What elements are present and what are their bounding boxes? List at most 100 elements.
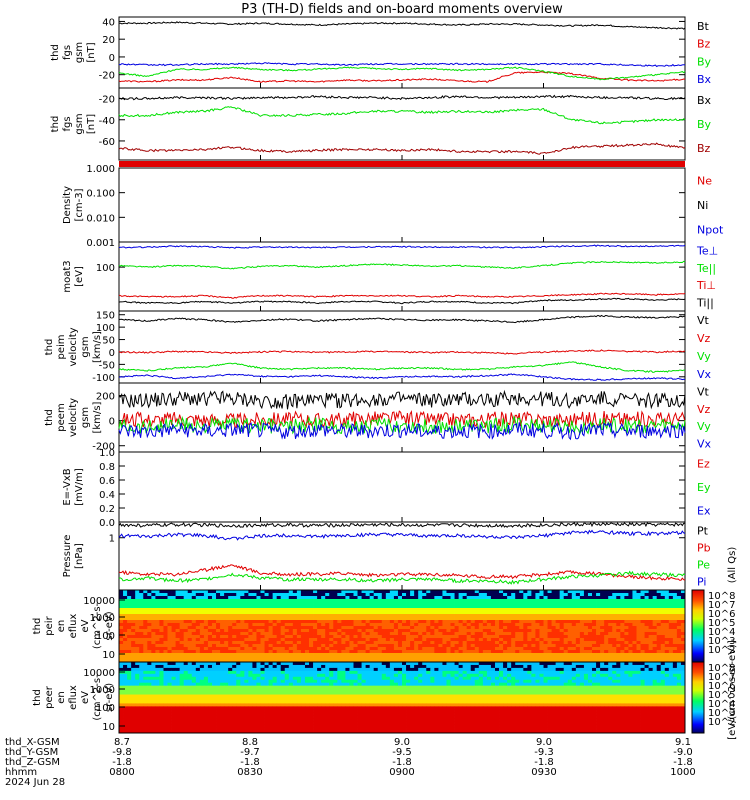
spectrogram-cell [600, 641, 605, 645]
spectrogram-cell [240, 662, 245, 666]
spectrogram-cell [377, 673, 383, 678]
spectrogram-cell [446, 659, 451, 663]
spectrogram-cell [519, 670, 524, 675]
spectrogram-cell [397, 667, 403, 672]
y-axis-label-line: thd [50, 44, 61, 61]
series-line [118, 62, 686, 68]
spectrogram-cell [272, 670, 278, 675]
spectrogram-cell [494, 623, 500, 627]
spectrogram-cell [296, 632, 302, 636]
spectrogram-cell [159, 653, 164, 657]
spectrogram-cell [664, 676, 670, 681]
spectrogram-cell [228, 662, 233, 666]
spectrogram-cell [474, 623, 480, 627]
spectrogram-cell [224, 682, 229, 687]
spectrogram-cell [422, 602, 427, 606]
spectrogram-cell [317, 641, 322, 645]
spectrogram-cell [426, 602, 431, 606]
spectrogram-cell [490, 676, 496, 681]
spectrogram-cell [393, 629, 399, 633]
spectrogram-cell [575, 626, 581, 630]
spectrogram-cell [628, 664, 633, 669]
spectrogram-cell [636, 620, 641, 624]
spectrogram-cell [527, 605, 532, 609]
spectrogram-cell [450, 682, 455, 687]
spectrogram-cell [511, 653, 516, 657]
spectrogram-cell [183, 679, 189, 684]
spectrogram-cell [535, 664, 540, 669]
spectrogram-cell [361, 656, 367, 660]
spectrogram-cell [373, 673, 379, 678]
spectrogram-cell [535, 679, 540, 684]
spectrogram-cell [252, 602, 257, 606]
spectrogram-cell [135, 599, 140, 603]
spectrogram-cell [628, 614, 633, 618]
spectrogram-cell [418, 605, 423, 609]
spectrogram-cell [632, 605, 637, 609]
spectrogram-cell [680, 617, 686, 621]
spectrogram-cell [203, 679, 209, 684]
spectrogram-cell [555, 629, 561, 633]
spectrogram-cell [676, 682, 682, 687]
spectrogram-cell [519, 605, 524, 609]
spectrogram-cell [256, 608, 261, 612]
spectrogram-cell [151, 602, 156, 606]
spectrogram-cell [159, 673, 164, 678]
spectrogram-cell [119, 626, 124, 630]
spectrogram-cell [260, 614, 265, 618]
spectrogram-cell [478, 676, 484, 681]
spectrogram-cell [317, 650, 322, 654]
spectrogram-cell [676, 596, 682, 600]
spectrogram-cell [264, 617, 269, 621]
spectrogram-cell [357, 644, 362, 648]
spectrogram-cell [163, 635, 168, 639]
spectrogram-cell [406, 605, 411, 609]
spectrogram-cell [159, 617, 164, 621]
spectrogram-cell [680, 673, 686, 678]
spectrogram-cell [199, 620, 205, 624]
spectrogram-cell [446, 614, 451, 618]
spectrogram-cell [260, 596, 265, 600]
spectrogram-cell [143, 611, 148, 615]
spectrogram-cell [207, 608, 213, 612]
spectrogram-cell [608, 679, 613, 684]
spectrogram-cell [644, 599, 650, 603]
spectrogram-cell [256, 656, 261, 660]
spectrogram-cell [640, 632, 645, 636]
spectrogram-cell [559, 644, 565, 648]
spectrogram-cell [260, 676, 265, 681]
spectrogram-cell [373, 608, 379, 612]
spectrogram-cell [668, 620, 674, 624]
y-axis-label-line: gsm [74, 42, 85, 63]
spectrogram-cell [256, 664, 261, 669]
spectrogram-cell [555, 667, 561, 672]
spectrogram-cell [446, 605, 451, 609]
spectrogram-cell [587, 688, 593, 692]
spectrogram-cell [503, 638, 508, 642]
spectrogram-cell [406, 667, 411, 672]
spectrogram-cell [567, 614, 573, 618]
colorbar-tick-label: 10^7 [708, 600, 735, 611]
panel-frame [118, 451, 686, 523]
spectrogram-cell [426, 641, 431, 645]
spectrogram-cell [256, 596, 261, 600]
spectrogram-cell [668, 653, 674, 657]
spectrogram-cell [300, 620, 306, 624]
spectrogram-cell [426, 659, 431, 663]
spectrogram-cell [620, 685, 625, 690]
spectrogram-cell [592, 670, 597, 675]
spectrogram-cell [644, 673, 650, 678]
spectrogram-cell [575, 602, 581, 606]
spectrogram-cell [167, 605, 172, 609]
spectrogram-cell [151, 617, 156, 621]
spectrogram-cell [325, 593, 330, 597]
spectrogram-cell [450, 679, 455, 684]
legend-entry: Pe [697, 559, 710, 572]
spectrogram-cell [438, 659, 443, 663]
spectrogram-cell [575, 685, 581, 690]
spectrogram-cell [191, 593, 197, 597]
spectrogram-cell [414, 635, 419, 639]
spectrogram-cell [321, 659, 326, 663]
spectrogram-cell [600, 644, 605, 648]
spectrogram-cell [240, 679, 245, 684]
